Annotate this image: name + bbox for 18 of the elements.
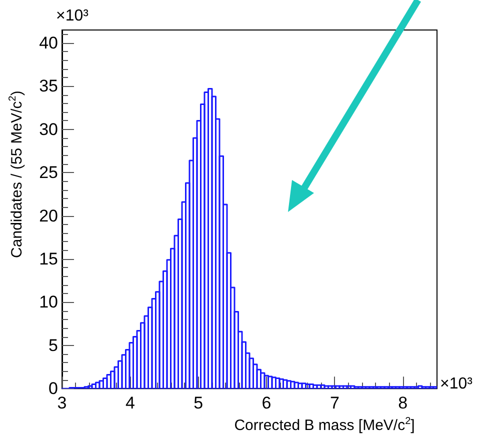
y-tick-label: 35 [39, 76, 58, 96]
y-tick-label: 25 [39, 163, 58, 182]
y-tick-label: 0 [48, 379, 58, 398]
x-tick-label: 4 [125, 394, 135, 413]
x-tick-label: 3 [57, 394, 67, 413]
x-tick-label: 7 [330, 394, 340, 413]
text: ×10³ [440, 376, 474, 392]
y-tick-label: 40 [39, 33, 58, 52]
y-tick-label: 30 [39, 120, 58, 139]
text: ×10³ [56, 8, 90, 24]
y-axis-title: Candidates / (55 MeV/c2) [8, 90, 26, 258]
x-tick-label: 8 [398, 394, 408, 413]
x-tick-label: 6 [262, 394, 272, 413]
y-tick-label: 5 [48, 336, 58, 355]
y-tick-label: 15 [39, 249, 58, 268]
y-tick-label: 20 [39, 206, 58, 226]
y-tick-label: 10 [39, 292, 58, 312]
x-tick-label: 5 [194, 394, 204, 413]
